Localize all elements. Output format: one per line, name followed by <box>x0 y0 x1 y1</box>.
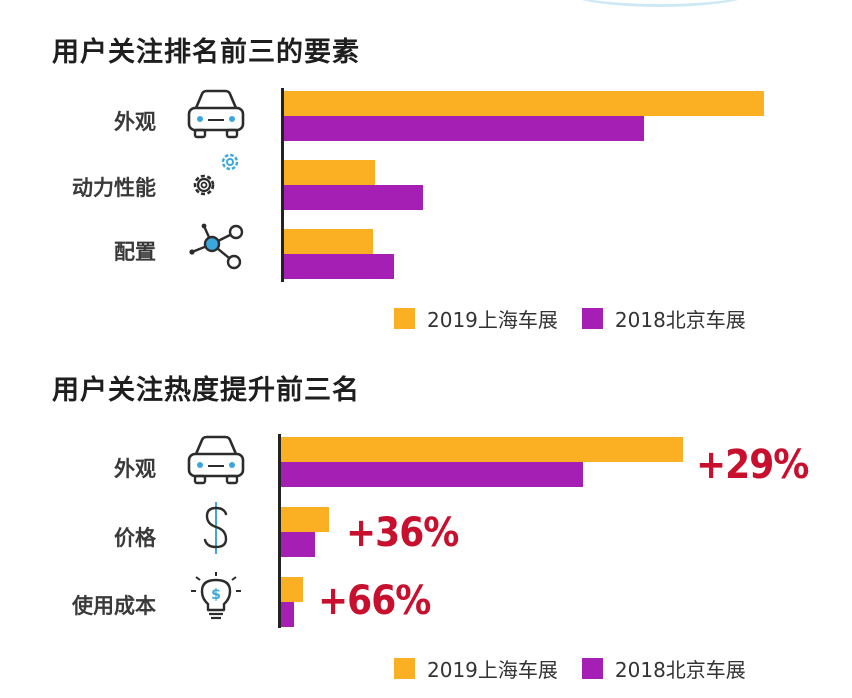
category-label: 价格 <box>114 526 156 550</box>
bar-2018-waiguan <box>284 116 644 141</box>
dollar-icon <box>203 502 228 554</box>
legend-label: 2019上海车展 <box>427 658 558 682</box>
legend-item-2019: 2019上海车展 <box>394 304 558 333</box>
decorative-arc <box>560 0 760 7</box>
car-icon <box>187 435 245 485</box>
category-label: 外观 <box>114 110 156 134</box>
bar-2019-donglixingneng <box>284 160 376 185</box>
legend-item-2018: 2018北京车展 <box>581 654 746 683</box>
car-icon <box>187 89 245 139</box>
bar-2019-jiage <box>281 507 330 532</box>
bar-2019-waiguan <box>281 437 683 462</box>
bar-2018-peizhi <box>284 254 395 279</box>
svg-text:$: $ <box>211 587 221 603</box>
gears-icon <box>193 153 239 196</box>
legend-swatch-2018 <box>581 308 603 329</box>
bar-2018-donglixingneng <box>284 185 424 210</box>
growth-annotation: +36% <box>346 510 459 556</box>
category-label: 外观 <box>114 457 156 481</box>
bar-2019-peizhi <box>284 229 373 254</box>
legend-swatch-2019 <box>394 658 415 679</box>
chart-panel-rising-attention: 用户关注热度提升前三名 外观 价格 使用成本 $ +29% +36% +66% <box>0 350 852 698</box>
chart-legend: 2019上海车展 2018北京车展 <box>394 654 770 683</box>
chart-title: 用户关注排名前三的要素 <box>52 37 360 68</box>
chart-title: 用户关注热度提升前三名 <box>52 375 360 406</box>
legend-item-2019: 2019上海车展 <box>394 654 558 683</box>
legend-swatch-2019 <box>394 308 415 329</box>
category-label: 使用成本 <box>72 594 156 618</box>
legend-label: 2019上海车展 <box>427 308 558 332</box>
legend-swatch-2018 <box>581 658 603 679</box>
category-label: 配置 <box>114 240 156 264</box>
chart-legend: 2019上海车展 2018北京车展 <box>394 304 770 333</box>
bar-2018-shiyongchengben <box>281 602 295 627</box>
legend-item-2018: 2018北京车展 <box>581 304 746 333</box>
y-axis-line <box>281 88 284 282</box>
growth-annotation: +66% <box>318 578 431 624</box>
y-axis-line <box>278 434 281 628</box>
bar-2019-shiyongchengben <box>281 577 304 602</box>
category-label: 动力性能 <box>72 176 156 200</box>
growth-annotation: +29% <box>696 442 809 488</box>
network-nodes-icon <box>189 223 244 270</box>
lightbulb-dollar-icon: $ <box>191 572 241 620</box>
legend-label: 2018北京车展 <box>614 308 746 332</box>
bar-2018-jiage <box>281 532 316 557</box>
legend-label: 2018北京车展 <box>614 658 746 682</box>
bar-2018-waiguan <box>281 462 583 487</box>
bar-2019-waiguan <box>284 91 764 116</box>
chart-panel-top-factors: 用户关注排名前三的要素 外观 动力性能 配置 <box>52 37 770 333</box>
